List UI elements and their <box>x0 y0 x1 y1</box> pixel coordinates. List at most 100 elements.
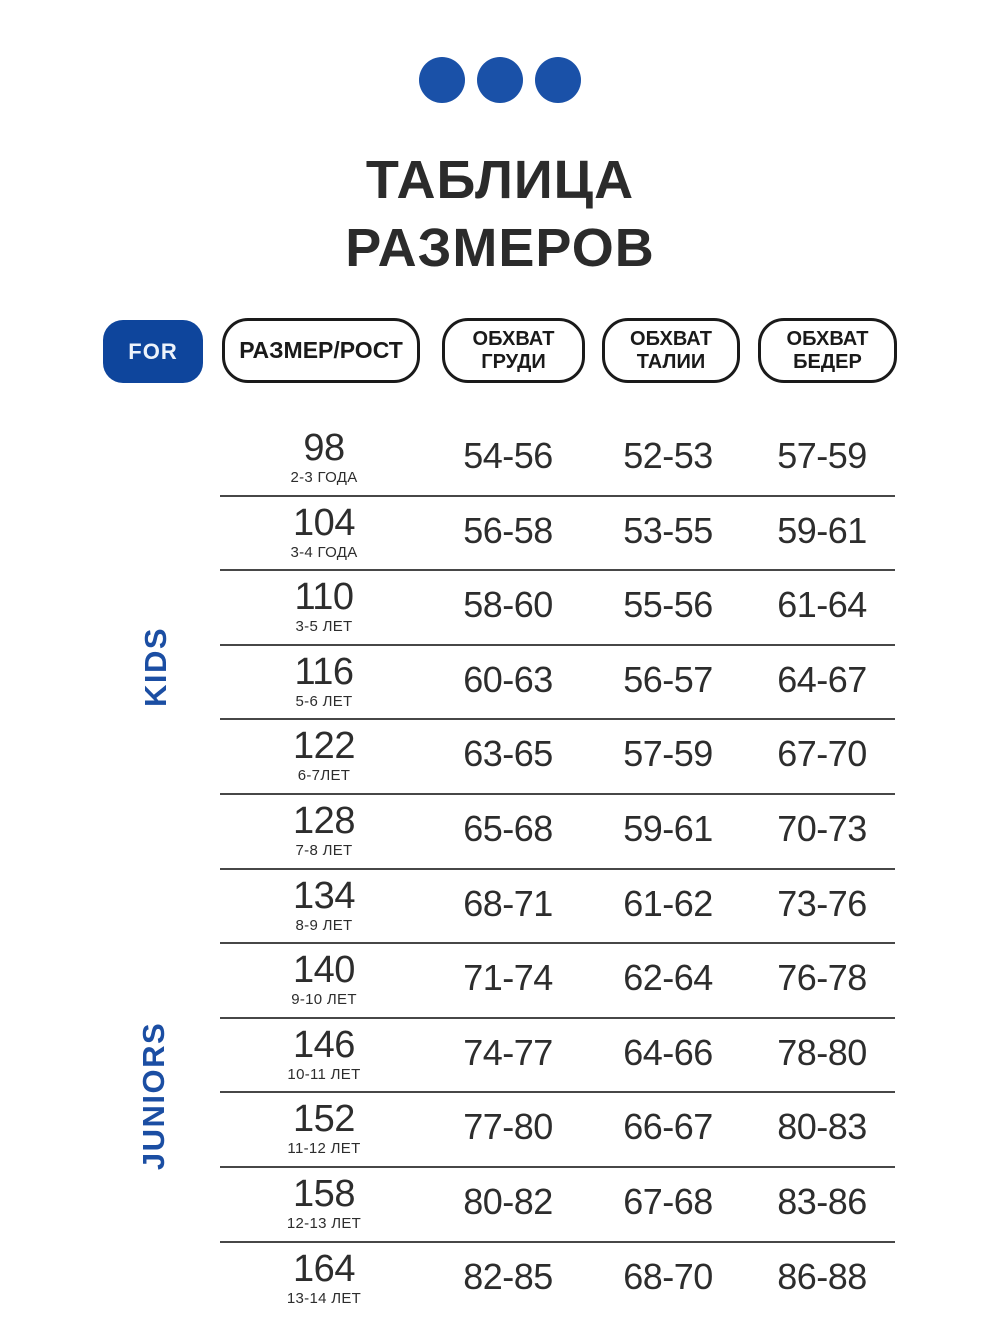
size-value: 110 <box>294 576 354 619</box>
age-label: 13-14 ЛЕТ <box>286 1289 362 1307</box>
waist-value: 66-67 <box>623 1106 713 1148</box>
chest-value: 56-58 <box>463 509 553 551</box>
page-title-line1: ТАБЛИЦА <box>365 150 635 210</box>
column-header-size: РАЗМЕР/РОСТ <box>222 318 420 383</box>
hips-value: 73-76 <box>777 882 867 924</box>
waist-value: 62-64 <box>623 957 713 999</box>
size-cell: 104 3-4 ГОДА <box>290 504 357 561</box>
age-label: 6-7ЛЕТ <box>297 767 351 785</box>
hips-value: 59-61 <box>777 509 867 551</box>
hips-value: 76-78 <box>777 957 867 999</box>
age-label: 5-6 ЛЕТ <box>295 692 353 710</box>
age-label: 10-11 ЛЕТ <box>287 1065 361 1083</box>
size-value: 146 <box>293 1023 355 1066</box>
brand-dots <box>0 57 1000 103</box>
age-label: 3-5 ЛЕТ <box>295 618 353 636</box>
waist-value: 56-57 <box>623 658 713 700</box>
for-badge: FOR <box>103 320 203 383</box>
page-title: ТАБЛИЦА РАЗМЕРОВ <box>0 146 1000 282</box>
age-label: 3-4 ГОДА <box>290 543 358 561</box>
group-label-juniors: JUNIORS <box>136 1021 171 1171</box>
waist-value: 67-68 <box>623 1180 713 1222</box>
chest-value: 80-82 <box>463 1180 553 1222</box>
size-cell: 164 13-14 ЛЕТ <box>287 1250 361 1307</box>
age-label: 12-13 ЛЕТ <box>286 1214 362 1232</box>
waist-value: 52-53 <box>623 435 713 476</box>
chest-value: 65-68 <box>463 807 553 849</box>
chest-value: 60-63 <box>463 658 553 700</box>
size-value: 104 <box>293 501 355 544</box>
chest-value: 74-77 <box>463 1031 553 1073</box>
size-value: 134 <box>293 874 355 917</box>
column-header-hips: ОБХВАТ БЕДЕР <box>758 318 897 383</box>
size-value: 140 <box>293 949 355 992</box>
table-row: 134 8-9 ЛЕТ 68-71 61-62 73-76 <box>220 870 895 945</box>
waist-value: 57-59 <box>623 733 713 775</box>
column-header-waist: ОБХВАТ ТАЛИИ <box>602 318 740 383</box>
table-row: 158 12-13 ЛЕТ 80-82 67-68 83-86 <box>220 1168 895 1243</box>
size-value: 158 <box>293 1172 355 1215</box>
size-table: 98 2-3 ГОДА 54-56 52-53 57-59 104 3-4 ГО… <box>220 422 895 1317</box>
table-row: 140 9-10 ЛЕТ 71-74 62-64 76-78 <box>220 944 895 1019</box>
table-row: 116 5-6 ЛЕТ 60-63 56-57 64-67 <box>220 646 895 721</box>
size-value: 128 <box>293 799 355 842</box>
page-title-line2: РАЗМЕРОВ <box>345 218 655 278</box>
table-row: 98 2-3 ГОДА 54-56 52-53 57-59 <box>220 422 895 497</box>
size-cell: 116 5-6 ЛЕТ <box>294 650 354 710</box>
table-row: 128 7-8 ЛЕТ 65-68 59-61 70-73 <box>220 795 895 870</box>
size-cell: 152 11-12 ЛЕТ <box>287 1100 360 1157</box>
age-label: 2-3 ГОДА <box>290 469 358 486</box>
hips-value: 86-88 <box>777 1255 867 1297</box>
chest-value: 71-74 <box>463 957 553 999</box>
age-label: 7-8 ЛЕТ <box>295 841 353 859</box>
table-row: 122 6-7ЛЕТ 63-65 57-59 67-70 <box>220 720 895 795</box>
size-cell: 98 2-3 ГОДА <box>290 429 357 486</box>
brand-dot-icon <box>419 57 465 103</box>
size-cell: 140 9-10 ЛЕТ <box>291 951 357 1008</box>
waist-value: 53-55 <box>623 509 713 551</box>
hips-value: 80-83 <box>777 1106 867 1148</box>
table-row: 152 11-12 ЛЕТ 77-80 66-67 80-83 <box>220 1093 895 1168</box>
hips-value: 64-67 <box>777 658 867 700</box>
size-cell: 128 7-8 ЛЕТ <box>293 802 355 859</box>
hips-value: 57-59 <box>777 435 867 476</box>
age-label: 9-10 ЛЕТ <box>291 991 357 1009</box>
size-cell: 122 6-7ЛЕТ <box>293 727 355 784</box>
waist-value: 64-66 <box>623 1031 713 1073</box>
waist-value: 68-70 <box>623 1255 713 1297</box>
age-label: 11-12 ЛЕТ <box>287 1140 361 1158</box>
chest-value: 77-80 <box>463 1106 553 1148</box>
table-row: 164 13-14 ЛЕТ 82-85 68-70 86-88 <box>220 1243 895 1318</box>
hips-value: 83-86 <box>777 1180 867 1222</box>
hips-value: 67-70 <box>777 733 867 775</box>
waist-value: 59-61 <box>623 807 713 849</box>
hips-value: 70-73 <box>777 807 867 849</box>
chest-value: 68-71 <box>463 882 553 924</box>
size-value: 152 <box>293 1098 355 1141</box>
size-cell: 146 10-11 ЛЕТ <box>287 1026 360 1083</box>
waist-value: 61-62 <box>623 882 713 924</box>
hips-value: 61-64 <box>777 584 867 626</box>
chest-value: 82-85 <box>463 1255 553 1297</box>
size-value: 164 <box>293 1247 355 1290</box>
waist-value: 55-56 <box>623 584 713 626</box>
size-value: 116 <box>294 650 354 693</box>
chest-value: 54-56 <box>463 435 553 476</box>
size-cell: 110 3-5 ЛЕТ <box>294 576 354 636</box>
size-cell: 134 8-9 ЛЕТ <box>293 877 355 934</box>
table-row: 110 3-5 ЛЕТ 58-60 55-56 61-64 <box>220 571 895 646</box>
column-header-chest: ОБХВАТ ГРУДИ <box>442 318 585 383</box>
table-row: 146 10-11 ЛЕТ 74-77 64-66 78-80 <box>220 1019 895 1094</box>
brand-dot-icon <box>535 57 581 103</box>
table-row: 104 3-4 ГОДА 56-58 53-55 59-61 <box>220 497 895 572</box>
age-label: 8-9 ЛЕТ <box>295 916 353 934</box>
size-value: 122 <box>293 725 355 768</box>
size-cell: 158 12-13 ЛЕТ <box>287 1175 361 1232</box>
brand-dot-icon <box>477 57 523 103</box>
chest-value: 58-60 <box>463 584 553 626</box>
hips-value: 78-80 <box>777 1031 867 1073</box>
size-value: 98 <box>303 427 345 469</box>
group-label-kids: KIDS <box>138 626 173 708</box>
chest-value: 63-65 <box>463 733 553 775</box>
